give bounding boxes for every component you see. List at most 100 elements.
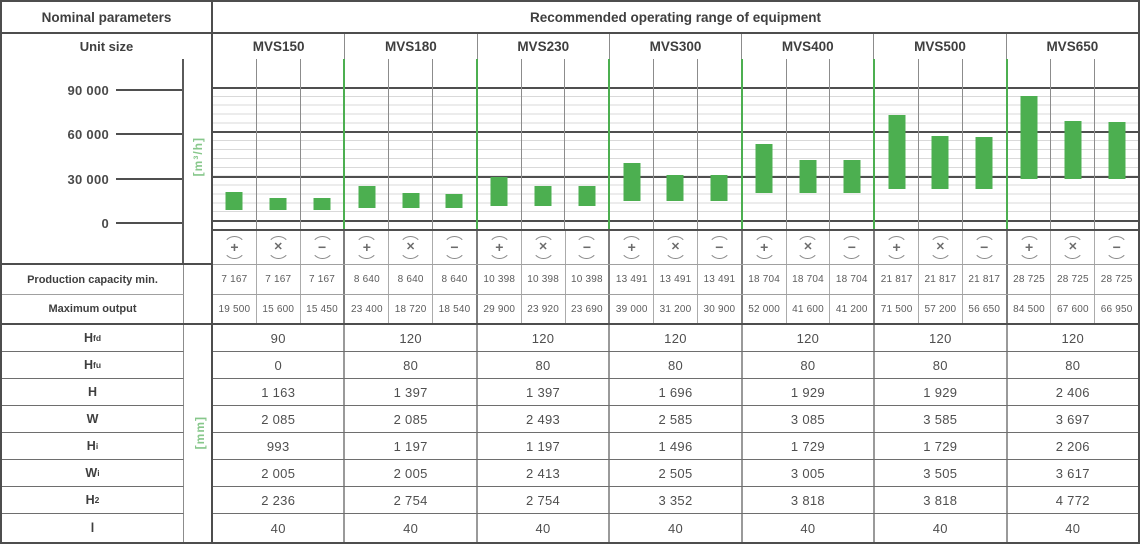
fan-mode-cell: ✕ xyxy=(1051,231,1096,264)
fan-mode-cell: ✕ xyxy=(522,231,566,264)
dimension-value-cell: 3 505 xyxy=(875,460,1008,486)
chart-column xyxy=(1051,59,1096,229)
chart-column xyxy=(301,59,344,229)
dimension-value-cell: 2 754 xyxy=(345,487,478,513)
unit-header-mvs150: MVS150 xyxy=(213,34,346,59)
dimension-value-cell: 40 xyxy=(213,514,346,542)
dimension-value-cell: 40 xyxy=(1065,520,1081,536)
fan-glyph: + xyxy=(1024,239,1034,255)
max-output-cell: 71 500 xyxy=(875,295,919,323)
fan-glyph: ✕ xyxy=(803,240,813,253)
dimension-value-cell: 2 406 xyxy=(1055,384,1090,400)
recommended-range-label: Recommended operating range of equipment xyxy=(529,9,822,25)
fan-mode-icons: + ✕ − + ✕ − + ✕ − + ✕ − + ✕ − + ✕ − + ✕ − xyxy=(213,231,1138,264)
fan-mode-cell: − xyxy=(566,231,611,264)
chart-column xyxy=(830,59,873,229)
fan-glyph: + xyxy=(627,239,636,255)
dimension-value-cell: 2 585 xyxy=(610,406,743,432)
dimension-label: H xyxy=(2,379,184,406)
minus-fan-icon: − xyxy=(1105,236,1129,259)
max-output-row: 19 500 15 600 15 450 23 400 18 720 18 540 29 9… xyxy=(213,295,1138,325)
dimension-symbol: H xyxy=(86,439,96,453)
range-bar xyxy=(710,175,728,202)
chart-column xyxy=(919,59,963,229)
chart-column xyxy=(257,59,301,229)
cross-fan-icon: ✕ xyxy=(1061,236,1085,259)
max-output-cell: 30 900 xyxy=(698,295,743,323)
chart-group-mvs180 xyxy=(345,59,478,229)
fan-glyph: − xyxy=(582,239,591,255)
capacity-min-cell: 7 167 xyxy=(257,265,301,294)
dimension-value-cell: 3 005 xyxy=(743,460,876,486)
dimension-row: 2 085 2 085 2 493 2 585 3 085 3 585 3 697 xyxy=(213,406,1138,433)
chart-column xyxy=(787,59,831,229)
dimension-symbol: H xyxy=(83,358,93,372)
range-bar xyxy=(666,174,684,202)
dimension-row: 993 1 197 1 197 1 496 1 729 1 729 2 206 xyxy=(213,433,1138,460)
max-output-cell: 23 690 xyxy=(566,295,611,323)
chart-group-mvs400 xyxy=(743,59,876,229)
dimension-label-cell: l xyxy=(2,514,213,542)
fan-glyph: − xyxy=(317,239,327,255)
y-tick-90000: 90 000 xyxy=(67,81,182,99)
max-output-cell: 23 400 xyxy=(345,295,390,323)
capacity-min-cell: 13 491 xyxy=(698,265,743,294)
dimension-subscript: 2 xyxy=(94,495,100,505)
fan-glyph: + xyxy=(230,239,239,255)
max-output-cell: 18 720 xyxy=(389,295,434,323)
minus-fan-icon: − xyxy=(575,236,599,259)
capacity-min-row: 7 167 7 167 7 167 8 640 8 640 8 640 10 398 10 3… xyxy=(213,265,1138,295)
capacity-min-cell: 28 725 xyxy=(1051,265,1096,294)
chart-group-mvs230 xyxy=(478,59,611,229)
chart-column xyxy=(213,59,257,229)
y-tick-line xyxy=(116,89,182,91)
capacity-min-cell: 18 704 xyxy=(743,265,787,294)
dimension-value-cell: 120 xyxy=(610,325,743,351)
fan-glyph: + xyxy=(362,239,371,255)
max-output-label: Maximum output xyxy=(2,295,184,323)
dimension-value-cell: 1 397 xyxy=(345,379,478,405)
dimension-value-cell: 1 496 xyxy=(610,433,743,459)
dimension-value-cell: 120 xyxy=(743,325,876,351)
fan-mode-icon-row: + ✕ − + ✕ − + ✕ − + ✕ − + ✕ − + ✕ − + ✕ − xyxy=(213,231,1138,265)
plus-fan-icon: + xyxy=(752,236,776,259)
dimension-value-cell: 80 xyxy=(1065,357,1081,373)
capacity-min-cell: 13 491 xyxy=(654,265,698,294)
dimension-label: W xyxy=(2,406,184,433)
capacity-min-cell: 7 167 xyxy=(301,265,346,294)
fan-mode-cell: ✕ xyxy=(654,231,698,264)
fan-mode-cell: − xyxy=(1095,231,1138,264)
max-output-cell: 31 200 xyxy=(654,295,698,323)
dimension-value-cell: 2 505 xyxy=(610,460,743,486)
chart-column xyxy=(1095,59,1138,229)
chart-column xyxy=(654,59,698,229)
max-output-cell: 67 600 xyxy=(1051,295,1096,323)
y-axis-area: 90 000 60 000 30 000 0 [m³/h] xyxy=(2,59,213,265)
dimension-value-cell: 1 929 xyxy=(743,379,876,405)
fan-glyph: ✕ xyxy=(1068,240,1078,253)
capacity-min-cell: 7 167 xyxy=(213,265,257,294)
unit-header-mvs400: MVS400 xyxy=(742,34,875,59)
cross-fan-icon: ✕ xyxy=(796,236,820,259)
dimension-value-cell: 2 005 xyxy=(345,460,478,486)
fan-mode-cell: ✕ xyxy=(919,231,963,264)
dimension-value-cell: 2 085 xyxy=(345,406,478,432)
dimension-value-cell: 40 xyxy=(345,514,478,542)
fan-glyph: ✕ xyxy=(670,240,681,253)
cross-fan-icon: ✕ xyxy=(399,236,423,259)
fan-mode-cell: + xyxy=(875,231,919,264)
fan-glyph: ✕ xyxy=(935,240,946,253)
dimension-value-cell: 3 352 xyxy=(610,487,743,513)
capacity-min-cell: 8 640 xyxy=(433,265,478,294)
minus-fan-icon: − xyxy=(972,236,996,259)
dimension-value-cell: 40 xyxy=(743,514,876,542)
dimension-value-cell: 90 xyxy=(213,325,346,351)
unit-header-mvs300: MVS300 xyxy=(610,34,743,59)
capacity-min-cell: 13 491 xyxy=(610,265,655,294)
range-bar xyxy=(1064,121,1082,179)
dimension-unit-label: [mm] xyxy=(192,415,207,450)
capacity-min-cell: 8 640 xyxy=(389,265,434,294)
